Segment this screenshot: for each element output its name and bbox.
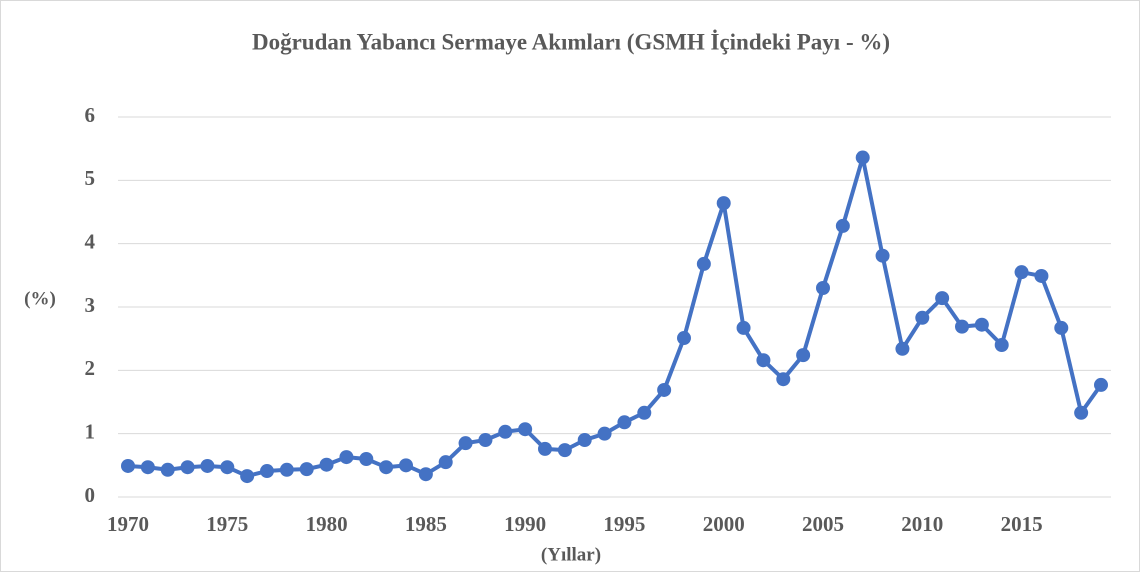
- point: [1014, 265, 1029, 280]
- x-tick-label: 1975: [206, 512, 248, 536]
- point: [538, 441, 552, 456]
- point: [617, 415, 632, 430]
- point: [557, 443, 572, 458]
- point: [399, 458, 413, 473]
- point: [657, 382, 672, 397]
- point: [180, 460, 195, 475]
- point: [637, 405, 652, 420]
- point: [339, 450, 354, 465]
- point: [299, 462, 314, 477]
- point: [776, 372, 791, 387]
- y-tick-label: 0: [85, 483, 96, 507]
- chart-title: Doğrudan Yabancı Sermaye Akımları (GSMH …: [252, 29, 890, 54]
- point: [895, 341, 910, 356]
- point: [478, 433, 493, 447]
- x-tick-label: 1980: [306, 512, 348, 536]
- x-tick-label: 1970: [107, 512, 149, 536]
- point: [140, 460, 155, 475]
- point: [240, 469, 255, 484]
- point: [359, 452, 374, 466]
- point: [121, 458, 135, 473]
- x-tick-label: 1990: [504, 512, 546, 536]
- y-tick-label: 6: [85, 103, 96, 127]
- point: [379, 460, 394, 475]
- point: [816, 281, 830, 295]
- point: [260, 464, 274, 479]
- point: [160, 462, 175, 477]
- y-axis-label: (%): [24, 288, 56, 309]
- point: [716, 196, 731, 211]
- point: [279, 462, 294, 477]
- point: [418, 467, 433, 482]
- point: [498, 424, 513, 439]
- point: [855, 150, 870, 165]
- point: [518, 422, 533, 437]
- point: [1074, 405, 1089, 420]
- x-tick-label: 1985: [405, 512, 447, 536]
- point: [458, 436, 473, 451]
- point: [955, 319, 969, 334]
- point: [974, 317, 989, 332]
- point: [835, 218, 850, 233]
- point: [875, 248, 890, 263]
- point: [796, 348, 811, 363]
- point: [1054, 320, 1069, 335]
- x-tick-label: 1995: [603, 512, 645, 536]
- x-axis-label: (Yıllar): [541, 544, 601, 565]
- point: [220, 460, 235, 475]
- x-tick-label: 2015: [1001, 512, 1043, 536]
- point: [915, 310, 930, 325]
- x-tick-label: 2000: [703, 512, 745, 536]
- point: [677, 331, 691, 346]
- point: [597, 426, 612, 441]
- point: [1034, 268, 1049, 283]
- point: [319, 457, 334, 472]
- point: [994, 338, 1009, 352]
- point: [1094, 377, 1108, 392]
- point: [438, 455, 453, 470]
- point: [696, 256, 711, 271]
- point: [756, 353, 771, 368]
- y-tick-label: 3: [85, 293, 96, 317]
- y-tick-label: 1: [85, 419, 96, 443]
- y-tick-label: 5: [85, 166, 96, 190]
- point: [200, 458, 215, 473]
- y-tick-label: 4: [85, 229, 96, 253]
- y-tick-label: 2: [85, 356, 96, 380]
- x-tick-label: 2005: [802, 512, 844, 536]
- x-tick-label: 2010: [901, 512, 943, 536]
- point: [577, 433, 592, 447]
- point: [935, 291, 950, 306]
- point: [736, 320, 751, 335]
